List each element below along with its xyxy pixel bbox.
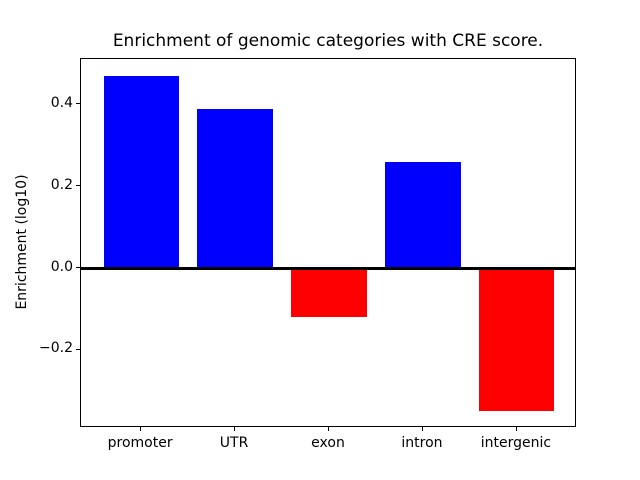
- y-tick-mark: [76, 103, 80, 105]
- y-tick-mark: [76, 185, 80, 187]
- x-tick-mark: [421, 427, 423, 431]
- bar-intergenic: [479, 268, 555, 412]
- x-tick-mark: [515, 427, 517, 431]
- x-tick-mark: [328, 427, 329, 431]
- x-tick-label-UTR: UTR: [219, 435, 249, 451]
- bar-intron: [385, 161, 461, 269]
- x-tick-label-promoter: promoter: [107, 435, 173, 451]
- y-tick-label: −0.2: [39, 340, 73, 357]
- x-tick-label-intron: intron: [401, 435, 443, 451]
- x-tick-mark: [140, 427, 142, 431]
- y-tick-label: 0.4: [50, 94, 73, 111]
- bar-exon: [291, 268, 367, 318]
- bar-UTR: [197, 108, 273, 269]
- y-tick-mark: [76, 267, 80, 269]
- zero-baseline: [81, 266, 575, 270]
- plot-area: [80, 58, 576, 427]
- x-tick-mark: [234, 427, 236, 431]
- y-axis-label: Enrichment (log10): [14, 174, 30, 310]
- x-tick-label-intergenic: intergenic: [480, 435, 552, 451]
- x-tick-label-exon: exon: [311, 435, 345, 451]
- y-tick-label: 0.0: [50, 258, 73, 275]
- y-tick-label: 0.2: [50, 176, 73, 193]
- y-tick-mark: [76, 348, 80, 350]
- chart-title: Enrichment of genomic categories with CR…: [112, 31, 544, 51]
- bar-promoter: [103, 75, 179, 269]
